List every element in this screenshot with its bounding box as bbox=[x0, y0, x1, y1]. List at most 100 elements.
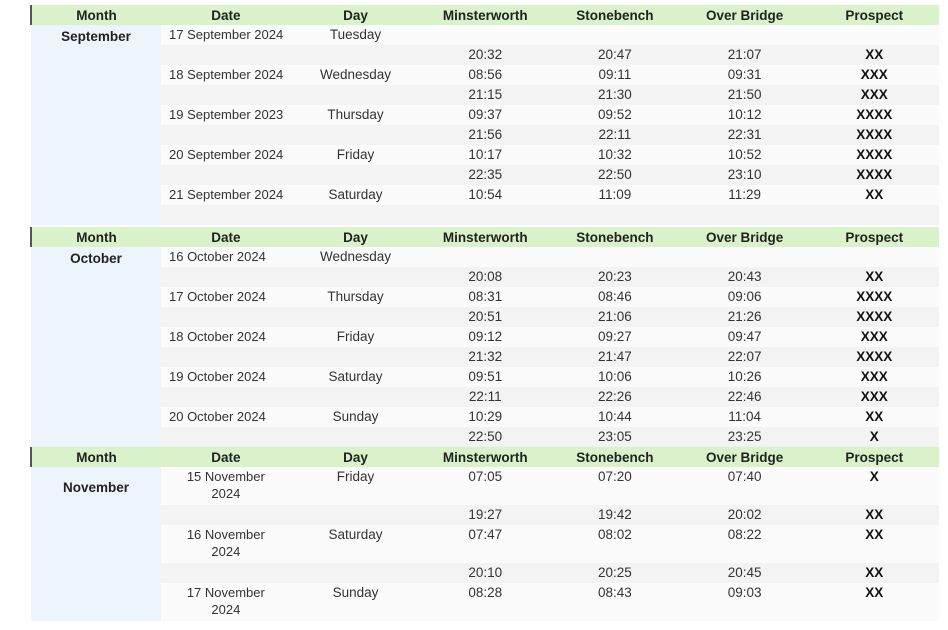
table-row: 17 November 2024 Sunday 08:28 08:43 09:03 XX bbox=[31, 583, 940, 621]
header-minsterworth: Minsterworth bbox=[420, 227, 551, 247]
stonebench-time: 10:44 bbox=[550, 407, 680, 427]
date-cell: 20 September 2024 bbox=[161, 145, 291, 165]
section-header-row: Month Date Day Minsterworth Stonebench Over B… bbox=[30, 5, 940, 25]
header-prospect: Prospect bbox=[809, 227, 940, 247]
date-cell bbox=[161, 427, 291, 447]
date-cell: 17 September 2024 bbox=[161, 25, 291, 45]
over-bridge-time: 20:02 bbox=[679, 505, 810, 525]
minsterworth-time: 09:37 bbox=[420, 105, 551, 125]
minsterworth-time: 10:17 bbox=[420, 145, 551, 165]
day-cell: Friday bbox=[290, 327, 421, 347]
stonebench-time: 10:32 bbox=[550, 145, 680, 165]
prospect-rating bbox=[809, 247, 940, 267]
day-cell: Thursday bbox=[290, 287, 421, 307]
day-cell bbox=[290, 387, 421, 407]
header-over-bridge: Over Bridge bbox=[679, 447, 810, 467]
table-row: 22:11 22:26 22:46 XXX bbox=[31, 387, 940, 407]
prospect-rating: XXXX bbox=[809, 307, 940, 327]
stonebench-time bbox=[550, 25, 680, 45]
stonebench-time: 22:26 bbox=[550, 387, 680, 407]
header-date: Date bbox=[161, 227, 291, 247]
stonebench-time: 09:52 bbox=[550, 105, 680, 125]
minsterworth-time: 20:10 bbox=[420, 563, 551, 583]
over-bridge-time bbox=[679, 205, 810, 225]
date-cell: 16 October 2024 bbox=[161, 247, 291, 267]
prospect-rating bbox=[809, 25, 940, 45]
minsterworth-time: 21:56 bbox=[420, 125, 551, 145]
header-day: Day bbox=[290, 447, 421, 467]
minsterworth-time: 09:12 bbox=[420, 327, 551, 347]
minsterworth-time: 08:56 bbox=[420, 65, 551, 85]
day-cell bbox=[290, 347, 421, 367]
header-minsterworth: Minsterworth bbox=[420, 5, 551, 25]
day-cell: Wednesday bbox=[290, 65, 421, 85]
day-cell bbox=[290, 125, 421, 145]
minsterworth-time: 07:05 bbox=[420, 467, 551, 505]
day-cell: Thursday bbox=[290, 105, 421, 125]
date-cell bbox=[161, 267, 291, 287]
table-row: 17 October 2024 Thursday 08:31 08:46 09:06 XX… bbox=[31, 287, 940, 307]
over-bridge-time: 11:29 bbox=[679, 185, 810, 205]
date-cell bbox=[161, 563, 291, 583]
over-bridge-time: 10:12 bbox=[679, 105, 810, 125]
prospect-rating: XXXX bbox=[809, 105, 940, 125]
prospect-rating: XX bbox=[809, 45, 940, 65]
day-cell bbox=[290, 267, 421, 287]
over-bridge-time: 10:52 bbox=[679, 145, 810, 165]
prospect-rating: XXX bbox=[809, 65, 940, 85]
table-row: 20:32 20:47 21:07 XX bbox=[31, 45, 940, 65]
prospect-rating: XX bbox=[809, 583, 940, 621]
table-row: 21:15 21:30 21:50 XXX bbox=[31, 85, 940, 105]
header-prospect: Prospect bbox=[809, 5, 940, 25]
stonebench-time: 08:02 bbox=[550, 525, 680, 563]
stonebench-time: 08:43 bbox=[550, 583, 680, 621]
table-row: 20 October 2024 Sunday 10:29 10:44 11:04 XX bbox=[31, 407, 940, 427]
stonebench-time: 21:47 bbox=[550, 347, 680, 367]
minsterworth-time: 08:28 bbox=[420, 583, 551, 621]
timetable-table: Month Date Day Minsterworth Stonebench Over B… bbox=[30, 5, 940, 621]
over-bridge-time: 09:06 bbox=[679, 287, 810, 307]
stonebench-time: 20:47 bbox=[550, 45, 680, 65]
day-cell: Wednesday bbox=[290, 247, 421, 267]
stonebench-time: 21:30 bbox=[550, 85, 680, 105]
prospect-rating: XX bbox=[809, 185, 940, 205]
day-cell: Friday bbox=[290, 467, 421, 505]
minsterworth-time bbox=[420, 247, 551, 267]
over-bridge-time: 08:22 bbox=[679, 525, 810, 563]
over-bridge-time: 09:03 bbox=[679, 583, 810, 621]
day-cell: Sunday bbox=[290, 407, 421, 427]
minsterworth-time: 19:27 bbox=[420, 505, 551, 525]
table-row: 16 November 2024 Saturday 07:47 08:02 08:22 X… bbox=[31, 525, 940, 563]
day-cell bbox=[290, 45, 421, 65]
date-cell: 17 November 2024 bbox=[161, 583, 291, 621]
date-cell: 18 September 2024 bbox=[161, 65, 291, 85]
stonebench-time: 22:11 bbox=[550, 125, 680, 145]
table-row: October 16 October 2024 Wednesday bbox=[31, 247, 940, 447]
minsterworth-time: 21:32 bbox=[420, 347, 551, 367]
date-cell bbox=[161, 205, 291, 225]
month-cell: November bbox=[31, 467, 161, 621]
table-row: 20:08 20:23 20:43 XX bbox=[31, 267, 940, 287]
date-cell bbox=[161, 85, 291, 105]
prospect-rating: XXX bbox=[809, 367, 940, 387]
prospect-rating: XX bbox=[809, 563, 940, 583]
over-bridge-time: 21:26 bbox=[679, 307, 810, 327]
over-bridge-time: 09:47 bbox=[679, 327, 810, 347]
over-bridge-time: 23:25 bbox=[679, 427, 810, 447]
header-minsterworth: Minsterworth bbox=[420, 447, 551, 467]
stonebench-time: 21:06 bbox=[550, 307, 680, 327]
section-header-row: Month Date Day Minsterworth Stonebench Over B… bbox=[30, 227, 940, 247]
prospect-rating: XXXX bbox=[809, 287, 940, 307]
table-row: 19:27 19:42 20:02 XX bbox=[31, 505, 940, 525]
minsterworth-time: 07:47 bbox=[420, 525, 551, 563]
month-cell: September bbox=[31, 25, 161, 225]
header-over-bridge: Over Bridge bbox=[679, 227, 810, 247]
prospect-rating: XXXX bbox=[809, 165, 940, 185]
date-cell bbox=[161, 45, 291, 65]
minsterworth-time bbox=[420, 25, 551, 45]
header-date: Date bbox=[161, 447, 291, 467]
stonebench-time: 10:06 bbox=[550, 367, 680, 387]
header-stonebench: Stonebench bbox=[550, 5, 680, 25]
table-row bbox=[31, 205, 940, 225]
stonebench-time: 08:46 bbox=[550, 287, 680, 307]
